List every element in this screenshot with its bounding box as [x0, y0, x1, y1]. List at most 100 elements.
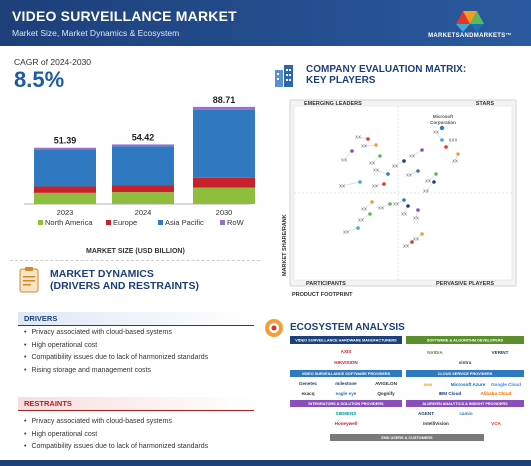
- eco-brand-logo: VERINT: [492, 350, 509, 355]
- eco-brand-logo: Qognify: [377, 391, 395, 396]
- legend-swatch: [106, 220, 111, 225]
- eco-brand-logo: Honeywell: [335, 421, 358, 426]
- driver-item: Privacy associated with cloud-based syst…: [24, 327, 208, 340]
- ecosystem-diagram: VIDEO SURVEILLANCE HARDWARE MANUFACTURER…: [290, 336, 524, 441]
- company-label: XX: [361, 144, 367, 149]
- section-divider: [10, 260, 260, 261]
- eco-brand-logo: vintra: [459, 360, 472, 365]
- logo-text: MARKETSANDMARKETS™: [428, 33, 512, 39]
- restraint-item: Compatibility issues due to lack of harm…: [24, 441, 208, 454]
- cagr-label: CAGR of 2024-2030: [14, 57, 92, 67]
- company-point: [420, 232, 424, 236]
- matrix-y-axis-label: MARKET SHARE/RANK: [282, 214, 288, 276]
- company-label: XX: [355, 135, 361, 140]
- eco-brand-logo: camio: [459, 411, 472, 416]
- bar-total-label: 88.71: [213, 95, 236, 105]
- eco-brands-group: AXIS HIKVISION NVIDIA VERINT vintra Genetec mi…: [299, 349, 521, 426]
- bar-total-label: 54.42: [132, 132, 155, 142]
- bar-segment-row: [34, 147, 96, 150]
- quadrant-pervasive-players: PERVASIVE PLAYERS: [436, 281, 494, 287]
- company-point: [382, 182, 386, 186]
- restraint-item: High operational cost: [24, 429, 208, 442]
- bar-segment-asia-pacific: [112, 146, 174, 186]
- company-point: [378, 154, 382, 158]
- eco-brand-logo: HIKVISION: [334, 360, 358, 365]
- eco-category: SOFTWARE & ALGORITHM DEVELOPERS: [427, 339, 504, 343]
- matrix-title-line1: COMPANY EVALUATION MATRIX:: [306, 64, 467, 75]
- eco-brand-logo: Alibaba Cloud: [481, 391, 512, 396]
- bar-segment-asia-pacific: [193, 109, 255, 178]
- eco-brand-logo: aws: [424, 382, 433, 387]
- legend-label: North America: [45, 218, 93, 227]
- eco-brand-logo: AGENT: [418, 411, 434, 416]
- company-label: XX: [403, 244, 409, 249]
- company-label: XX: [372, 184, 378, 189]
- company-point: [350, 149, 354, 153]
- company-label: XX: [406, 173, 412, 178]
- market-dynamics-title-line1: MARKET DYNAMICS: [50, 268, 154, 280]
- company-point: [456, 152, 460, 156]
- clipboard-icon: [19, 267, 39, 293]
- company-label: XX: [413, 237, 419, 242]
- eco-brand-logo: AXIS: [341, 349, 352, 354]
- driver-item: Rising storage and management costs: [24, 365, 208, 378]
- bars-group: 51.39 2023 54.42 2024 88.71 2030: [34, 95, 255, 217]
- quadrant-stars: STARS: [476, 101, 495, 107]
- market-dynamics-title: MARKET DYNAMICS (DRIVERS AND RESTRAINTS): [50, 268, 199, 292]
- company-point: [368, 212, 372, 216]
- company-label: XX: [401, 212, 407, 217]
- bar-segment-asia-pacific: [34, 149, 96, 187]
- bar-segment-north-america: [34, 192, 96, 204]
- cagr-value: 8.5%: [14, 67, 65, 92]
- eco-category: VIDEO SURVEILLANCE SOFTWARE PROVIDERS: [302, 372, 391, 376]
- company-label: XXX: [448, 138, 457, 143]
- company-point: [410, 240, 414, 244]
- company-label: XX: [343, 230, 349, 235]
- highlight-company-point: [439, 125, 445, 131]
- company-label: XX: [393, 202, 399, 207]
- highlight-company-label-line2: Corporation: [430, 120, 456, 125]
- company-label: XX: [341, 158, 347, 163]
- ecosystem-icon: [265, 319, 283, 337]
- company-label: XX: [433, 130, 439, 135]
- company-label: XX: [339, 184, 345, 189]
- matrix-leader-line: [345, 227, 359, 233]
- legend-label: Europe: [113, 218, 137, 227]
- eco-brand-logo: milestone: [335, 381, 357, 386]
- eco-brand-logo: eagle eye: [336, 391, 357, 396]
- legend-swatch: [220, 220, 225, 225]
- company-point: [420, 148, 424, 152]
- x-tick-label: 2030: [216, 208, 233, 217]
- legend-label: RoW: [227, 218, 245, 227]
- eco-category: AI-DRIVEN ANALYTICS & INSIGHT PROVIDERS: [422, 402, 508, 406]
- company-point: [388, 202, 392, 206]
- company-point: [406, 204, 410, 208]
- bar-segment-north-america: [193, 187, 255, 204]
- highlight-company-label-line1: Microsoft: [433, 114, 454, 119]
- eco-brand-logo: AVIGILON: [375, 381, 398, 386]
- marketsandmarkets-logo: MARKETSANDMARKETS™: [420, 6, 520, 42]
- company-point: [402, 198, 406, 202]
- footer-bar: [0, 460, 531, 466]
- page-title: VIDEO SURVEILLANCE MARKET: [12, 8, 237, 24]
- matrix-leader-line: [341, 181, 361, 187]
- x-tick-label: 2023: [57, 208, 74, 217]
- driver-item: High operational cost: [24, 340, 208, 353]
- matrix-x-axis-label: PRODUCT FOOTPRINT: [292, 292, 353, 298]
- logo-mark-icon: [456, 11, 484, 32]
- matrix-title: COMPANY EVALUATION MATRIX: KEY PLAYERS: [306, 64, 466, 86]
- eco-brand-logo: Google Cloud: [491, 382, 521, 387]
- x-tick-label: 2024: [135, 208, 152, 217]
- eco-brand-logo: IntelliVision: [423, 421, 449, 426]
- company-label: XX: [378, 206, 384, 211]
- company-point: [416, 208, 420, 212]
- company-point: [440, 138, 444, 142]
- buildings-icon: [275, 65, 293, 87]
- bar-segment-row: [112, 144, 174, 147]
- bar-segment-europe: [193, 177, 255, 188]
- header-banner: VIDEO SURVEILLANCE MARKET Market Size, M…: [0, 0, 531, 46]
- bar-segment-north-america: [112, 192, 174, 204]
- matrix-leader-line: [363, 144, 377, 147]
- legend-swatch: [158, 220, 163, 225]
